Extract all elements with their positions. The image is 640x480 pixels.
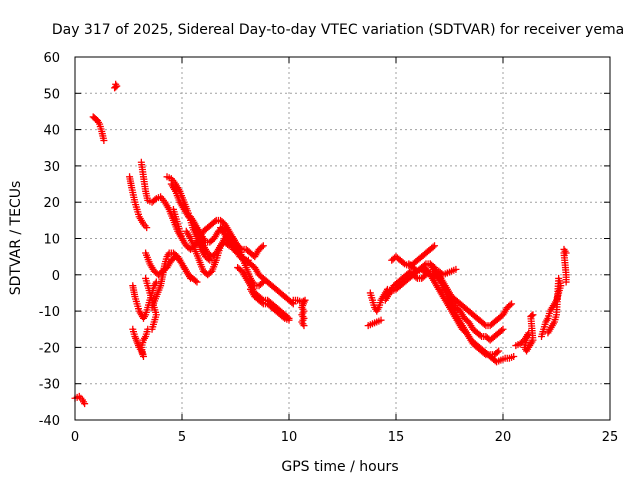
data-point [431,242,439,250]
data-point [493,348,501,356]
data-point [480,349,488,357]
data-point [300,322,308,330]
data-point [406,268,414,276]
y-tick-label: 50 [43,87,60,102]
data-point [498,326,506,334]
data-point [187,274,195,282]
x-tick-label: 25 [602,430,619,445]
y-tick-label: 40 [43,124,60,139]
data-point [480,320,488,328]
y-tick-label: -10 [39,305,60,320]
data-point [499,325,507,333]
chart-title: Day 317 of 2025, Sidereal Day-to-day VTE… [52,22,624,38]
x-axis-label: GPS time / hours [281,459,398,475]
data-point [407,267,415,275]
data-point [412,273,420,281]
x-tick-label: 5 [178,430,186,445]
y-tick-label: -30 [39,378,60,393]
data-point [81,400,89,408]
data-point [279,313,287,321]
data-point [562,278,570,286]
data-point [100,136,108,144]
data-point [452,265,460,273]
x-tick-label: 15 [388,430,405,445]
data-point [152,278,160,286]
data-point [258,279,266,287]
data-point [429,243,437,251]
data-point [285,316,293,324]
data-point [544,329,552,337]
y-tick-label: 10 [43,233,60,248]
y-tick-label: -40 [39,414,60,429]
data-point [421,272,429,280]
data-point [399,259,407,267]
x-tick-label: 20 [495,430,512,445]
data-point [192,277,200,285]
grid-lines [75,57,610,420]
data-point [236,244,244,252]
data-point [476,331,484,339]
data-point [258,243,266,251]
data-point [193,278,201,286]
y-tick-label: 60 [43,51,60,66]
axis-ticks: 0 5 10 15 20 25 -40 -30 -20 -10 0 10 20 30 40 50 60 [39,51,619,445]
data-point [495,347,503,355]
data-point [143,224,151,232]
data-point [112,83,120,91]
data-point [506,301,514,309]
data-point [510,352,518,360]
data-points [71,80,570,408]
data-point [211,218,219,226]
data-point [111,84,119,92]
data-point [204,255,212,263]
y-tick-label: 20 [43,196,60,211]
data-point [144,325,152,333]
y-tick-label: 0 [52,269,60,284]
data-point [377,316,385,324]
x-tick-label: 0 [71,430,79,445]
data-point [151,196,159,204]
data-point [258,299,266,307]
data-point [259,242,267,250]
y-tick-label: -20 [39,341,60,356]
x-tick-label: 10 [281,430,298,445]
data-point [508,300,516,308]
data-point [528,312,536,320]
data-point [529,311,537,319]
y-tick-label: 30 [43,160,60,175]
y-axis-label: SDTVAR / TECUs [8,181,24,296]
